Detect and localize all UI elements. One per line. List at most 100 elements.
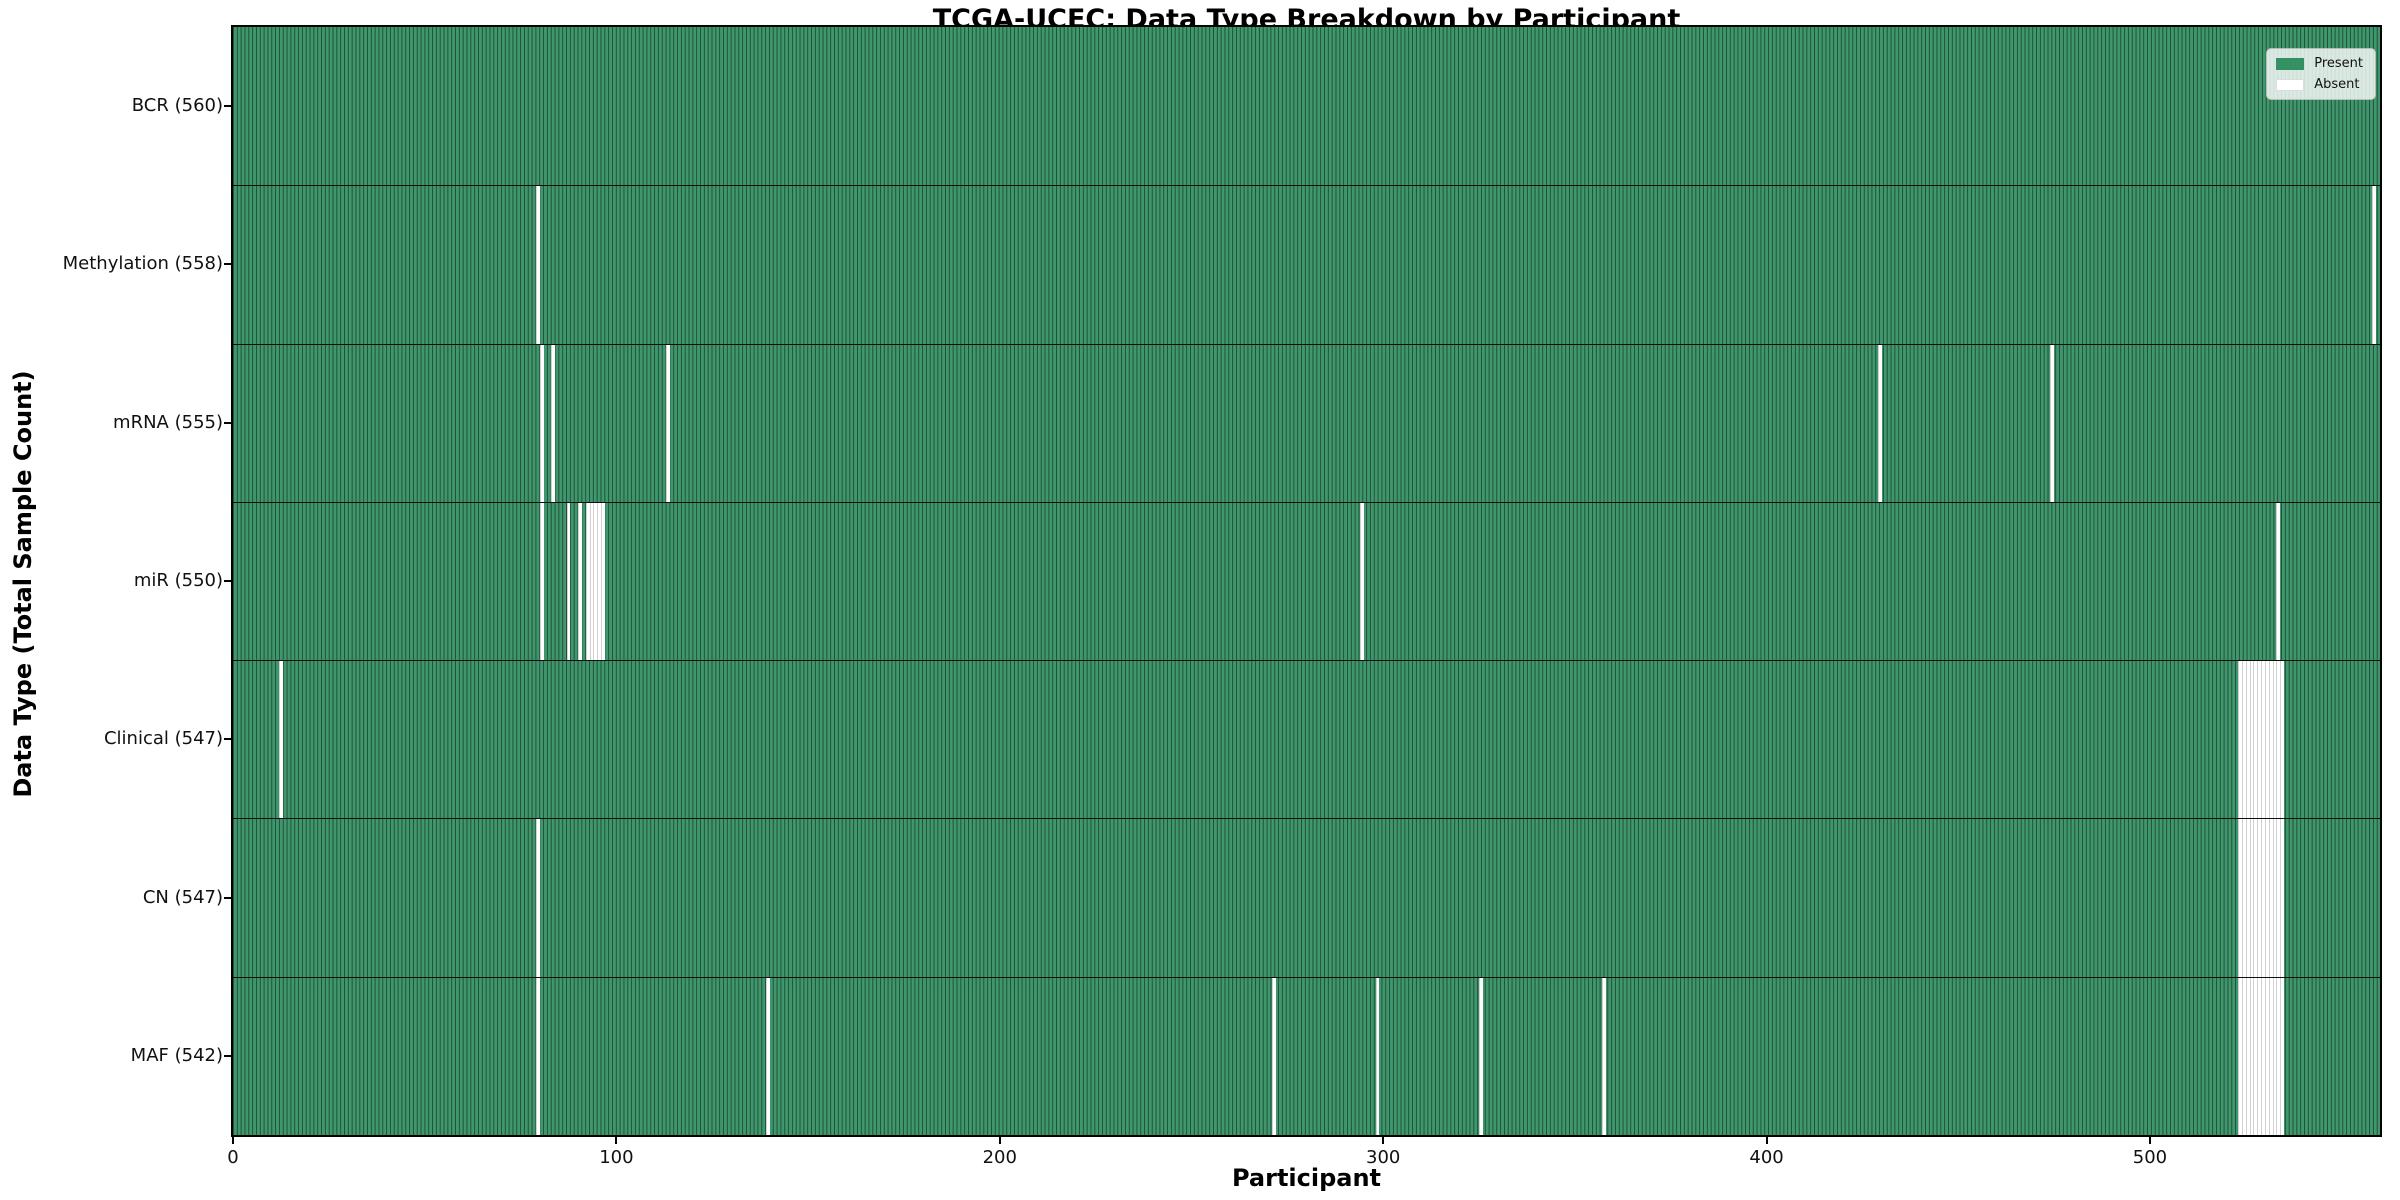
absent-bar <box>535 977 540 1135</box>
row-maf <box>233 976 2380 1135</box>
x-tick-mark <box>1382 1137 1385 1144</box>
absent-bar <box>2241 819 2246 977</box>
y-tick-mark <box>224 1054 231 1057</box>
absent-bar <box>666 344 671 502</box>
absent-bar <box>593 502 598 661</box>
legend-absent-label: Absent <box>2314 77 2360 92</box>
absent-bar <box>2280 819 2285 977</box>
x-tick-mark <box>232 1137 234 1144</box>
absent-bar <box>2261 977 2265 1135</box>
row-clinical <box>233 660 2380 819</box>
absent-bar <box>2280 661 2285 819</box>
y-tick-label: CN (547) <box>142 886 223 908</box>
absent-bar <box>551 344 556 502</box>
absent-bar <box>2241 977 2246 1135</box>
absent-bar <box>2264 977 2269 1135</box>
absent-bar <box>2272 661 2277 819</box>
absent-bar <box>279 661 283 819</box>
x-tick-label: 0 <box>227 1147 239 1168</box>
absent-bar <box>2245 819 2250 977</box>
legend: Present Absent <box>2266 48 2376 100</box>
absent-bar <box>2276 819 2281 977</box>
absent-bar <box>2249 977 2254 1135</box>
legend-item-present: Present <box>2276 56 2363 71</box>
row-mir <box>233 501 2380 661</box>
absent-bar <box>2050 344 2055 502</box>
plot-frame: Present Absent <box>231 25 2382 1137</box>
absent-bar <box>2257 819 2262 977</box>
y-tick-label: miR (550) <box>133 570 223 591</box>
absent-bar <box>2238 661 2242 819</box>
absent-bar <box>2245 661 2250 819</box>
x-tick-mark <box>615 1137 618 1144</box>
absent-bar <box>539 502 544 661</box>
y-tick-label: Clinical (547) <box>103 728 223 750</box>
y-tick-label: mRNA (555) <box>113 411 223 433</box>
x-tick-mark <box>998 1137 1001 1144</box>
absent-bar <box>2257 661 2262 819</box>
absent-bar <box>2253 977 2258 1135</box>
x-tick-label: 200 <box>982 1147 1017 1168</box>
absent-bar <box>2264 661 2269 819</box>
y-tick-mark <box>224 738 231 741</box>
absent-bar <box>1479 977 1483 1135</box>
absent-bar <box>535 819 540 977</box>
row-bcr <box>233 27 2380 186</box>
absent-bar <box>601 502 605 661</box>
absent-bar <box>2238 977 2242 1135</box>
absent-bar <box>2245 977 2250 1135</box>
absent-bar <box>1877 344 1882 502</box>
absent-bar <box>2272 819 2277 977</box>
absent-bar <box>1601 977 1606 1135</box>
absent-bar <box>2261 661 2265 819</box>
absent-bar <box>1375 977 1380 1135</box>
absent-bar <box>597 502 602 661</box>
absent-bar <box>2268 977 2273 1135</box>
absent-bar <box>2276 502 2281 661</box>
absent-bar <box>2272 977 2277 1135</box>
absent-bar <box>2276 661 2281 819</box>
absent-bar <box>2249 819 2254 977</box>
y-tick-label: MAF (542) <box>130 1044 223 1066</box>
absent-bar <box>2268 661 2273 819</box>
y-tick-mark <box>224 105 231 108</box>
row-mrna <box>233 343 2380 502</box>
y-tick-label: Methylation (558) <box>62 253 223 275</box>
absent-bar <box>535 186 540 344</box>
x-tick-mark <box>1765 1137 1768 1144</box>
x-tick-label: 300 <box>1365 1147 1401 1168</box>
absent-bar <box>2280 977 2285 1135</box>
absent-bar <box>2257 977 2262 1135</box>
row-cn <box>233 818 2380 977</box>
absent-bar <box>539 344 544 502</box>
legend-absent-swatch <box>2276 78 2305 91</box>
absent-bar <box>1360 502 1364 661</box>
absent-bar <box>765 977 770 1135</box>
y-tick-mark <box>224 896 231 899</box>
absent-bar <box>2253 819 2258 977</box>
x-tick-label: 400 <box>1749 1147 1784 1168</box>
absent-bar <box>578 502 582 661</box>
absent-bar <box>2241 661 2246 819</box>
absent-bar <box>2261 819 2265 977</box>
absent-bar <box>2264 819 2269 977</box>
legend-present-label: Present <box>2314 56 2363 71</box>
y-tick-mark <box>224 580 231 582</box>
y-tick-label: BCR (560) <box>131 95 223 117</box>
absent-bar <box>2268 819 2273 977</box>
y-tick-mark <box>224 421 231 424</box>
absent-bar <box>2238 819 2242 977</box>
plot-area <box>233 27 2380 1135</box>
legend-item-absent: Absent <box>2276 77 2363 92</box>
absent-bar <box>589 502 594 661</box>
absent-bar <box>2253 661 2258 819</box>
absent-bar <box>2276 977 2281 1135</box>
legend-present-swatch <box>2276 57 2305 70</box>
absent-bar <box>2249 661 2254 819</box>
absent-bar <box>585 502 590 661</box>
absent-bar <box>1271 977 1276 1135</box>
x-tick-label: 100 <box>599 1147 634 1168</box>
row-methylation <box>233 185 2380 344</box>
x-tick-label: 500 <box>2132 1147 2168 1168</box>
